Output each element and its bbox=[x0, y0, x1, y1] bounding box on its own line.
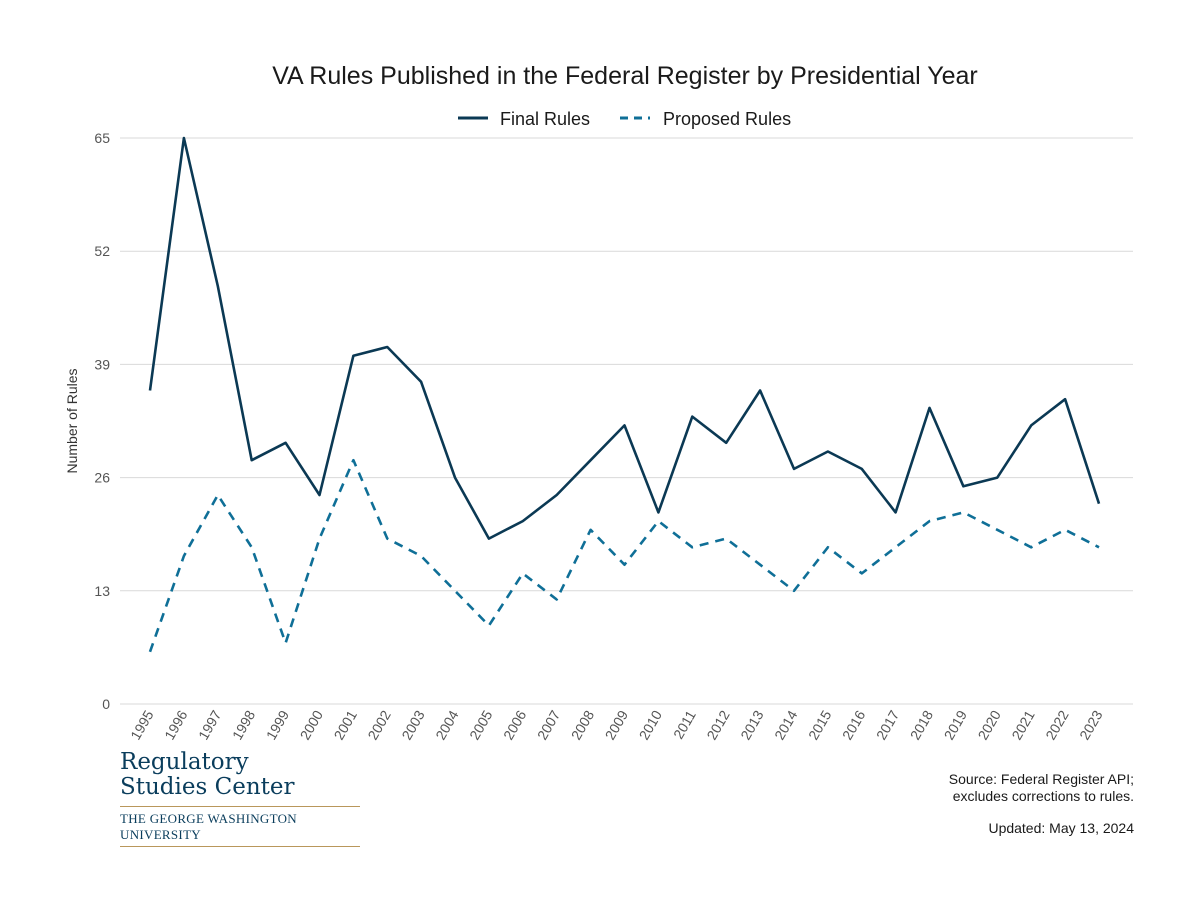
x-tick-2013: 2013 bbox=[737, 707, 767, 742]
y-axis: 0 13 26 39 52 65 bbox=[94, 130, 110, 712]
x-tick-2015: 2015 bbox=[805, 707, 835, 742]
logo-line2: Studies Center bbox=[120, 774, 295, 800]
x-tick-2008: 2008 bbox=[568, 707, 598, 742]
x-tick-2022: 2022 bbox=[1042, 707, 1072, 742]
y-tick-39: 39 bbox=[94, 356, 110, 372]
logo-university: THE GEORGE WASHINGTON UNIVERSITY bbox=[120, 811, 297, 842]
x-axis: 1995 1996 1997 1998 1999 2000 2001 2002 2003 2004… bbox=[127, 707, 1106, 742]
legend-label-proposed: Proposed Rules bbox=[663, 109, 791, 129]
y-tick-13: 13 bbox=[94, 583, 110, 599]
x-tick-2023: 2023 bbox=[1076, 707, 1106, 742]
x-tick-2009: 2009 bbox=[602, 707, 632, 742]
x-tick-2018: 2018 bbox=[907, 707, 937, 742]
updated-date: Updated: May 13, 2024 bbox=[988, 820, 1134, 836]
x-tick-1998: 1998 bbox=[229, 707, 259, 742]
x-tick-2003: 2003 bbox=[398, 707, 428, 742]
x-tick-2012: 2012 bbox=[703, 707, 733, 742]
y-tick-26: 26 bbox=[94, 470, 110, 486]
series-line-final-rules bbox=[148, 136, 1101, 540]
legend: Final Rules Proposed Rules bbox=[458, 109, 791, 129]
x-tick-2010: 2010 bbox=[636, 707, 666, 742]
chart-title: VA Rules Published in the Federal Regist… bbox=[272, 62, 978, 90]
x-tick-2007: 2007 bbox=[534, 707, 564, 742]
y-tick-0: 0 bbox=[102, 696, 110, 712]
legend-label-final: Final Rules bbox=[500, 109, 590, 129]
x-tick-2019: 2019 bbox=[941, 707, 971, 742]
x-tick-2017: 2017 bbox=[873, 707, 903, 742]
source-note: Source: Federal Register API; excludes c… bbox=[949, 771, 1134, 805]
series-group bbox=[148, 136, 1101, 653]
y-tick-65: 65 bbox=[94, 130, 110, 146]
x-tick-2011: 2011 bbox=[670, 707, 699, 741]
x-tick-1999: 1999 bbox=[263, 707, 293, 742]
rsc-logo: Regulatory Studies Center THE GEORGE WAS… bbox=[120, 750, 360, 847]
x-tick-1996: 1996 bbox=[161, 707, 191, 742]
x-tick-2005: 2005 bbox=[466, 707, 496, 742]
x-tick-2000: 2000 bbox=[297, 707, 327, 742]
x-tick-2016: 2016 bbox=[839, 707, 869, 742]
x-tick-2002: 2002 bbox=[364, 707, 394, 742]
x-tick-2021: 2021 bbox=[1008, 707, 1038, 742]
source-line2: excludes corrections to rules. bbox=[952, 788, 1134, 804]
y-tick-52: 52 bbox=[94, 243, 110, 259]
x-tick-2014: 2014 bbox=[771, 707, 801, 742]
x-tick-2001: 2001 bbox=[331, 707, 361, 742]
x-tick-2004: 2004 bbox=[432, 707, 462, 742]
source-line1: Source: Federal Register API; bbox=[948, 771, 1134, 787]
x-tick-1995: 1995 bbox=[127, 707, 157, 742]
logo-divider-bottom bbox=[120, 846, 360, 847]
x-tick-1997: 1997 bbox=[195, 707, 225, 742]
x-tick-2006: 2006 bbox=[500, 707, 530, 742]
logo-line1: Regulatory bbox=[120, 749, 249, 775]
x-tick-2020: 2020 bbox=[974, 707, 1004, 742]
logo-divider bbox=[120, 806, 360, 807]
grid bbox=[120, 137, 1133, 705]
series-line-proposed-rules bbox=[148, 458, 1100, 653]
y-axis-label: Number of Rules bbox=[64, 368, 80, 473]
